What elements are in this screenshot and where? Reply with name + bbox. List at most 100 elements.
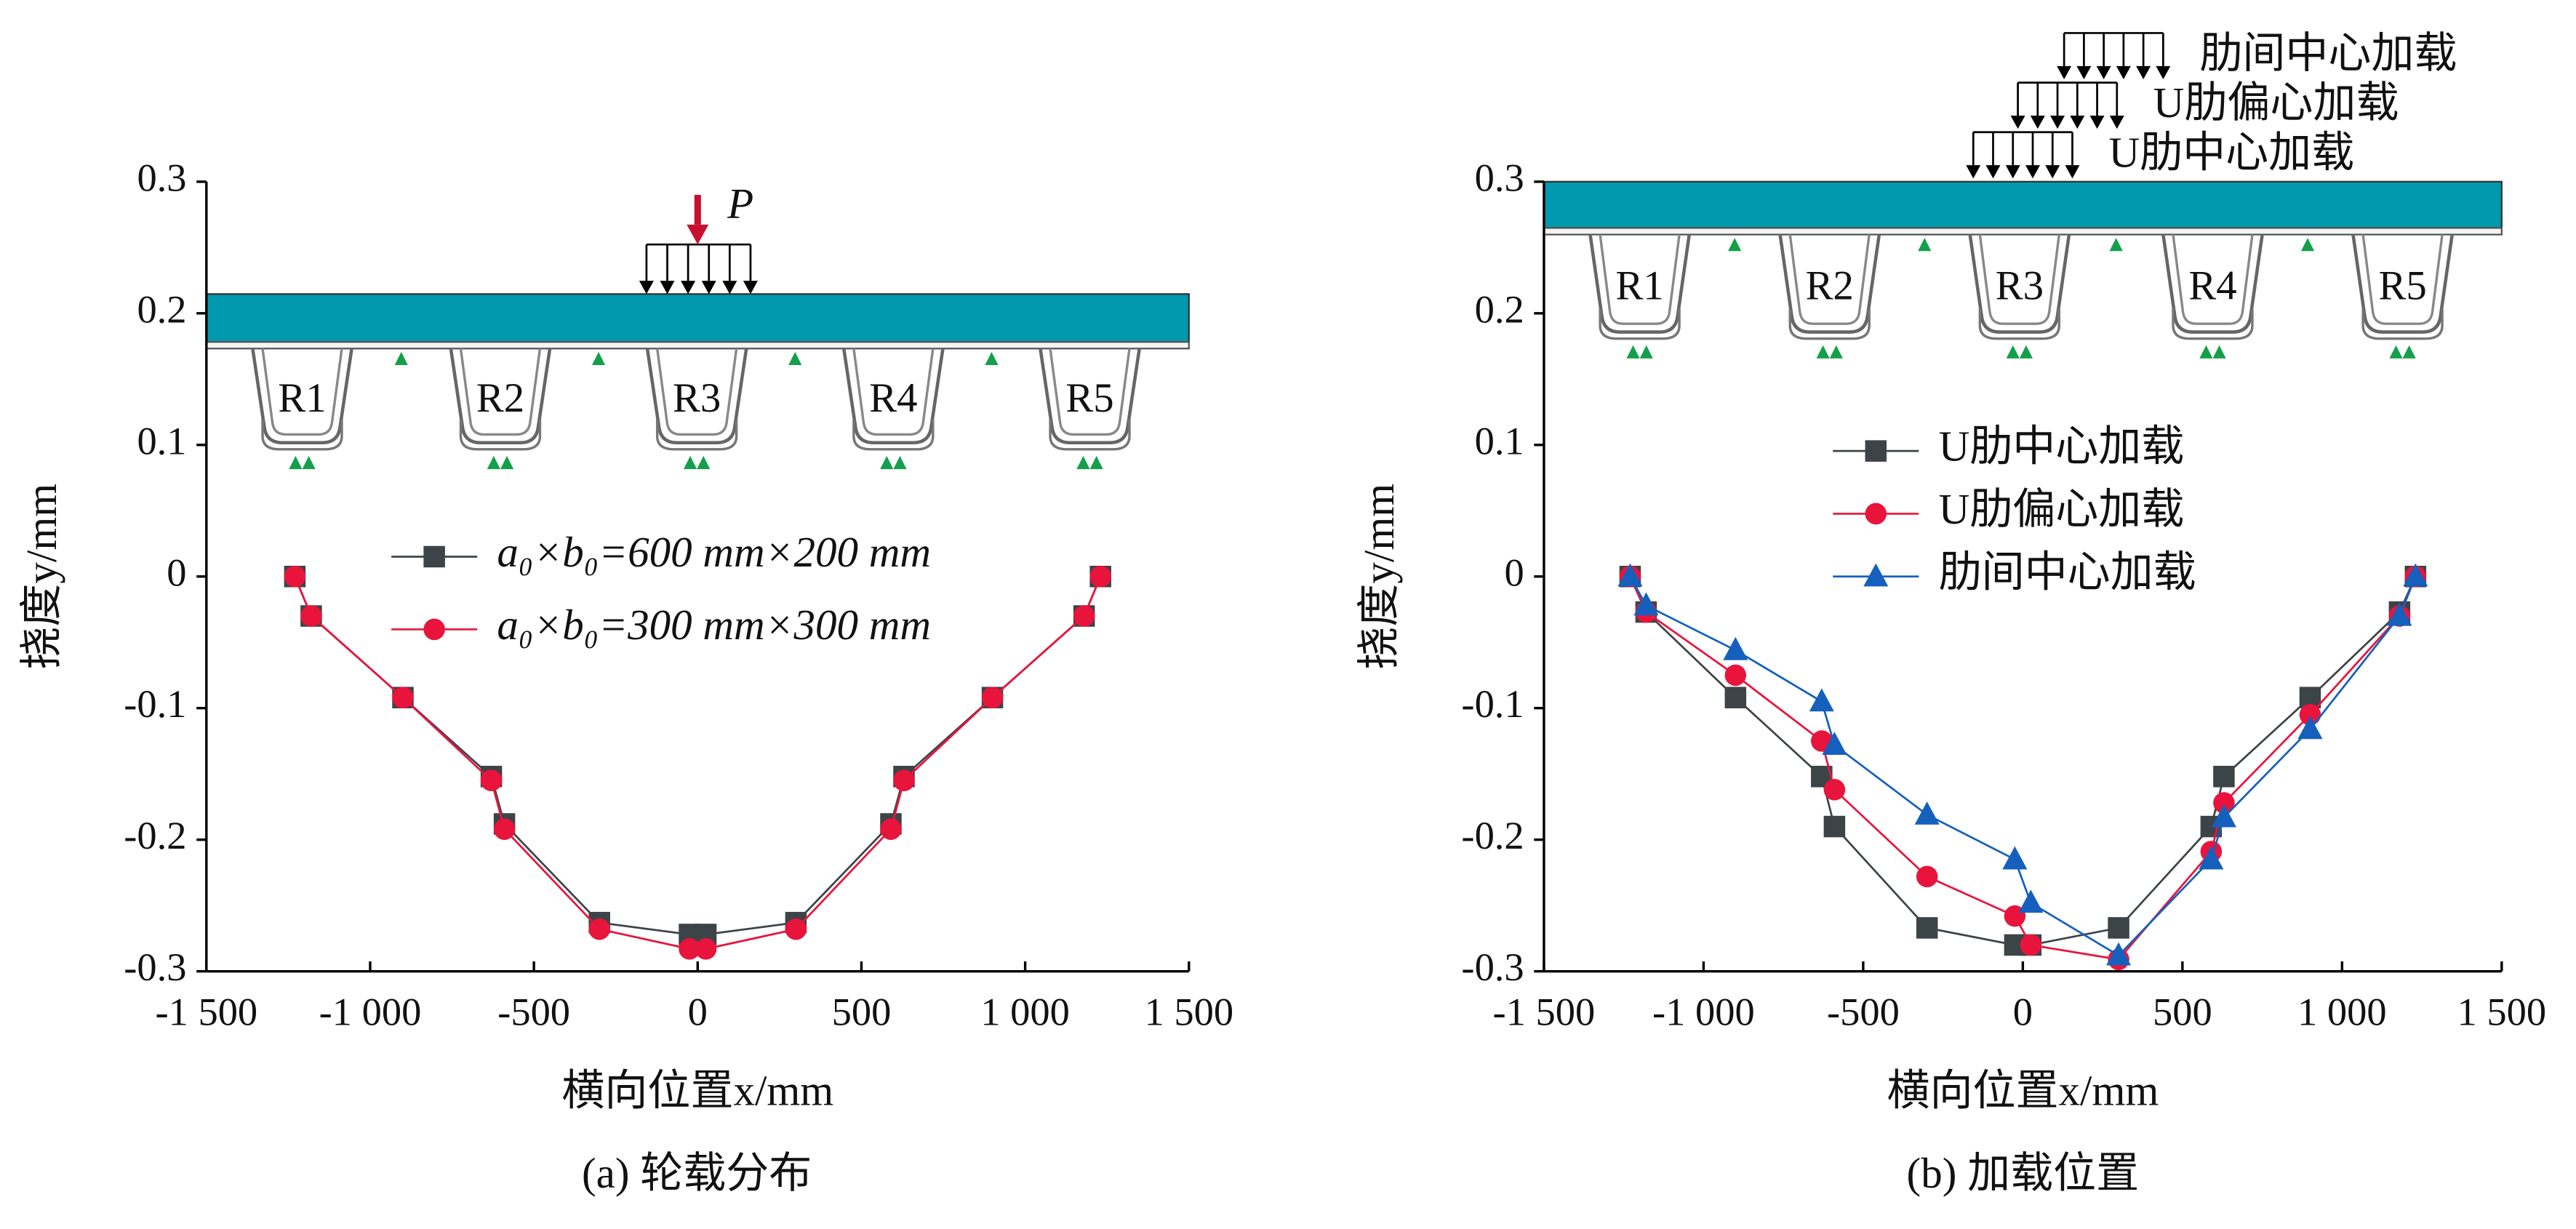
y-tick-label: -0.2 (124, 813, 186, 857)
x-tick-label: -1 000 (319, 989, 422, 1033)
rib-label: R4 (2188, 263, 2236, 309)
x-tick-label: 0 (688, 989, 708, 1033)
support (302, 455, 316, 470)
arrow-head (681, 281, 696, 295)
marker (695, 938, 717, 960)
support (2109, 238, 2123, 252)
u-rib (2351, 234, 2454, 334)
arrow-head (722, 281, 737, 295)
legend-label: 肋间中心加载 (1939, 548, 2196, 596)
series-line (1629, 576, 2417, 961)
marker (1822, 732, 1847, 756)
u-rib-inner (2172, 234, 2254, 325)
arrow-head (701, 281, 716, 295)
legend-label: a₀×b₀=600 mm×200 mm (497, 528, 931, 576)
x-tick-label: 1 000 (980, 989, 1070, 1033)
support (2402, 345, 2416, 359)
x-tick-label: -1 500 (155, 989, 257, 1033)
x-axis-label: 横向位置x/mm (1887, 1067, 2159, 1115)
arrow-head (2156, 65, 2171, 80)
support (697, 455, 711, 470)
rib-label: R3 (673, 375, 721, 421)
support (683, 455, 697, 470)
arrow-head (2045, 165, 2060, 179)
rib-label: R2 (1806, 263, 1854, 309)
x-tick-label: 0 (2013, 989, 2033, 1033)
marker (2213, 792, 2235, 814)
arrow-head (2070, 116, 2085, 129)
marker (284, 565, 306, 588)
marker (1809, 688, 1834, 712)
y-tick-label: 0 (167, 550, 186, 594)
caption: (b) 加载位置 (1907, 1149, 2140, 1197)
marker (893, 769, 915, 792)
arrow-head (1985, 165, 2001, 179)
arrow-head (743, 281, 758, 295)
deck-plate (205, 341, 1190, 350)
x-tick-label: 1 500 (1144, 989, 1233, 1033)
deck (1543, 180, 2503, 229)
marker (1916, 865, 1938, 888)
rib-label: R3 (1996, 263, 2044, 309)
arrow-head (2076, 65, 2092, 80)
marker (2299, 704, 2321, 726)
x-axis-label: 横向位置x/mm (561, 1067, 833, 1115)
arrow-head (2109, 116, 2124, 129)
support (289, 455, 303, 470)
marker (1914, 801, 1940, 825)
support (985, 351, 999, 366)
arrow-head (687, 224, 709, 245)
rib-bulb (655, 419, 738, 451)
y-tick-label: -0.1 (124, 681, 186, 726)
arrow-head (660, 281, 675, 295)
marker (2002, 846, 2028, 870)
rib-bulb (261, 419, 343, 451)
support (2212, 345, 2226, 359)
marker (300, 605, 322, 627)
support (487, 455, 500, 470)
y-tick-label: 0.2 (137, 287, 186, 331)
marker (1823, 779, 1846, 801)
arrow-head (2136, 65, 2151, 80)
x-tick-label: 1 000 (2297, 989, 2387, 1033)
support (1089, 455, 1103, 470)
marker (2403, 563, 2428, 587)
x-tick-label: -500 (1827, 989, 1900, 1033)
rib-label: R5 (1065, 375, 1113, 421)
marker (981, 686, 1004, 709)
y-tick-label: 0.3 (137, 155, 186, 199)
arrow-head (2096, 65, 2111, 80)
marker (1073, 605, 1095, 627)
rib-label: R5 (2378, 263, 2426, 309)
y-tick-label: 0 (1504, 550, 1524, 594)
legend-marker (423, 545, 445, 568)
marker (1724, 664, 1747, 686)
marker (2106, 942, 2132, 966)
arrow-head (2065, 165, 2080, 179)
legend-marker (423, 618, 445, 641)
rib-bulb (1978, 308, 2061, 340)
u-rib (1968, 234, 2071, 334)
y-tick-label: -0.3 (124, 945, 186, 989)
rib-label: R1 (1616, 263, 1664, 309)
marker (1724, 686, 1747, 709)
support (1816, 345, 1830, 359)
arrow-head (2010, 116, 2025, 129)
u-rib (645, 348, 748, 445)
caption: (a) 轮载分布 (582, 1149, 812, 1197)
legend-marker (1865, 440, 1887, 462)
x-tick-label: 500 (2153, 989, 2212, 1033)
x-tick-label: -1 500 (1493, 989, 1596, 1033)
support (2019, 345, 2033, 359)
legend-label: U肋偏心加载 (1939, 485, 2185, 533)
support (1918, 238, 1932, 252)
support (2300, 238, 2315, 252)
x-tick-label: 1 500 (2457, 989, 2547, 1033)
support (394, 351, 408, 366)
support (1639, 345, 1653, 359)
marker (2199, 846, 2224, 870)
u-rib (841, 348, 945, 445)
support (880, 455, 894, 470)
x-tick-label: -1 000 (1652, 989, 1755, 1033)
u-rib-inner (655, 348, 738, 436)
